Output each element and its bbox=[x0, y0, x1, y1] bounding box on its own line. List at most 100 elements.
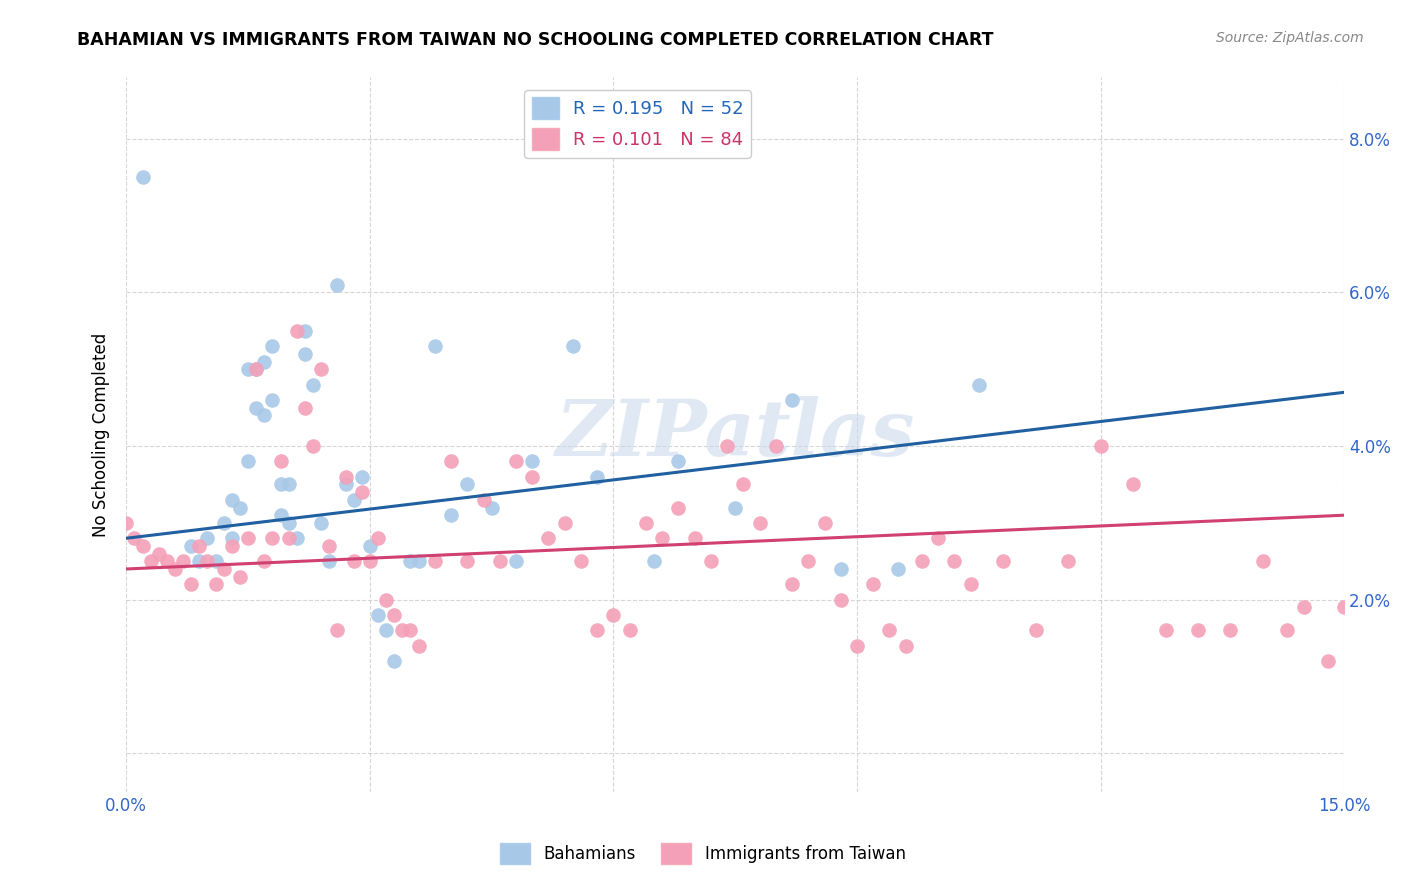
Point bbox=[886, 562, 908, 576]
Point bbox=[456, 477, 478, 491]
Point bbox=[343, 554, 366, 568]
Point bbox=[1277, 624, 1299, 638]
Point bbox=[666, 500, 689, 515]
Point bbox=[862, 577, 884, 591]
Point bbox=[472, 492, 495, 507]
Point bbox=[318, 554, 340, 568]
Point bbox=[440, 508, 463, 523]
Point bbox=[813, 516, 835, 530]
Point bbox=[586, 470, 609, 484]
Point bbox=[733, 477, 755, 491]
Point bbox=[302, 439, 325, 453]
Point bbox=[408, 554, 430, 568]
Point bbox=[236, 454, 259, 468]
Point bbox=[294, 347, 316, 361]
Point bbox=[236, 362, 259, 376]
Point bbox=[619, 624, 641, 638]
Point bbox=[188, 539, 211, 553]
Point bbox=[943, 554, 966, 568]
Point bbox=[894, 639, 917, 653]
Point bbox=[927, 531, 949, 545]
Point bbox=[1251, 554, 1274, 568]
Point bbox=[602, 608, 624, 623]
Point bbox=[197, 531, 219, 545]
Point bbox=[253, 409, 276, 423]
Point bbox=[285, 531, 308, 545]
Point bbox=[139, 554, 162, 568]
Point bbox=[382, 654, 405, 668]
Point bbox=[634, 516, 657, 530]
Point bbox=[911, 554, 934, 568]
Point bbox=[1219, 624, 1241, 638]
Text: ZIPatlas: ZIPatlas bbox=[555, 396, 915, 473]
Y-axis label: No Schooling Completed: No Schooling Completed bbox=[93, 333, 110, 537]
Point bbox=[221, 492, 243, 507]
Point bbox=[180, 539, 202, 553]
Point bbox=[505, 554, 527, 568]
Point bbox=[124, 531, 146, 545]
Point bbox=[204, 577, 226, 591]
Point bbox=[270, 454, 292, 468]
Point bbox=[716, 439, 738, 453]
Text: BAHAMIAN VS IMMIGRANTS FROM TAIWAN NO SCHOOLING COMPLETED CORRELATION CHART: BAHAMIAN VS IMMIGRANTS FROM TAIWAN NO SC… bbox=[77, 31, 994, 49]
Point bbox=[1316, 654, 1339, 668]
Point bbox=[1333, 600, 1355, 615]
Point bbox=[335, 477, 357, 491]
Point bbox=[561, 339, 583, 353]
Point bbox=[245, 362, 267, 376]
Point bbox=[294, 324, 316, 338]
Point bbox=[221, 531, 243, 545]
Point bbox=[212, 516, 235, 530]
Point bbox=[375, 592, 398, 607]
Point bbox=[879, 624, 901, 638]
Point bbox=[204, 554, 226, 568]
Point bbox=[780, 577, 803, 591]
Point bbox=[683, 531, 706, 545]
Point bbox=[302, 377, 325, 392]
Point bbox=[382, 608, 405, 623]
Point bbox=[262, 339, 284, 353]
Point bbox=[359, 539, 381, 553]
Text: Source: ZipAtlas.com: Source: ZipAtlas.com bbox=[1216, 31, 1364, 45]
Point bbox=[399, 624, 422, 638]
Point bbox=[569, 554, 592, 568]
Point bbox=[505, 454, 527, 468]
Point bbox=[456, 554, 478, 568]
Point bbox=[488, 554, 510, 568]
Point bbox=[148, 547, 170, 561]
Point bbox=[350, 485, 373, 500]
Point bbox=[229, 569, 252, 583]
Point bbox=[262, 531, 284, 545]
Point bbox=[748, 516, 770, 530]
Point bbox=[423, 554, 446, 568]
Point bbox=[309, 362, 332, 376]
Point bbox=[115, 516, 138, 530]
Point bbox=[651, 531, 673, 545]
Point bbox=[586, 624, 609, 638]
Point bbox=[253, 354, 276, 368]
Point bbox=[537, 531, 560, 545]
Point bbox=[408, 639, 430, 653]
Legend: Bahamians, Immigrants from Taiwan: Bahamians, Immigrants from Taiwan bbox=[494, 837, 912, 871]
Point bbox=[666, 454, 689, 468]
Point bbox=[180, 577, 202, 591]
Point bbox=[643, 554, 665, 568]
Point bbox=[253, 554, 276, 568]
Point bbox=[277, 477, 299, 491]
Point bbox=[1292, 600, 1315, 615]
Point bbox=[1187, 624, 1209, 638]
Point bbox=[131, 170, 153, 185]
Point bbox=[326, 624, 349, 638]
Point bbox=[481, 500, 503, 515]
Point bbox=[131, 539, 153, 553]
Point bbox=[270, 508, 292, 523]
Point bbox=[270, 477, 292, 491]
Point bbox=[285, 324, 308, 338]
Point bbox=[343, 492, 366, 507]
Point bbox=[156, 554, 179, 568]
Point bbox=[724, 500, 747, 515]
Point bbox=[188, 554, 211, 568]
Point bbox=[1090, 439, 1112, 453]
Point bbox=[197, 554, 219, 568]
Point bbox=[780, 392, 803, 407]
